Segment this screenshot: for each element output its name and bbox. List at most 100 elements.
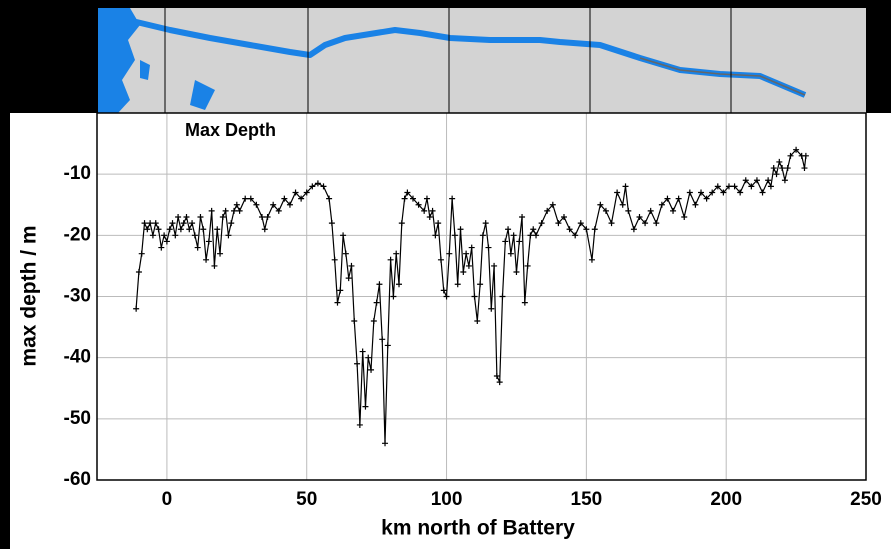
plot-frame [96, 112, 867, 481]
point-marker [675, 195, 682, 202]
point-marker [748, 183, 755, 190]
point-marker [742, 177, 749, 184]
x-tick-label: 150 [571, 489, 603, 510]
point-marker [560, 213, 567, 220]
map-land [98, 8, 866, 113]
y-axis-label: max depth / m [18, 225, 41, 366]
point-marker [630, 226, 637, 233]
point-marker [770, 165, 777, 172]
point-marker [653, 220, 660, 227]
point-marker [519, 213, 526, 220]
point-marker [231, 207, 238, 214]
point-marker [334, 299, 341, 306]
point-marker [502, 238, 509, 245]
point-marker [225, 232, 232, 239]
point-marker [261, 226, 268, 233]
point-marker [345, 275, 352, 282]
point-marker [354, 360, 361, 367]
point-marker [527, 232, 534, 239]
point-marker [189, 220, 196, 227]
point-marker [714, 183, 721, 190]
point-marker [725, 183, 732, 190]
x-tick-label: 100 [431, 489, 463, 510]
x-tick-label: 0 [162, 489, 173, 510]
point-marker [177, 226, 184, 233]
point-marker [217, 250, 224, 257]
point-marker [555, 220, 562, 227]
point-marker [477, 281, 484, 288]
point-marker [373, 299, 380, 306]
point-marker [507, 250, 514, 257]
point-marker [642, 220, 649, 227]
point-marker [446, 250, 453, 257]
point-marker [538, 220, 545, 227]
point-marker [435, 220, 442, 227]
point-marker [135, 269, 142, 276]
point-marker [203, 256, 210, 263]
y-tick-label: -10 [64, 163, 91, 184]
point-marker [468, 244, 475, 251]
point-marker [443, 293, 450, 300]
point-marker [530, 226, 537, 233]
point-marker [398, 220, 405, 227]
point-marker [351, 317, 358, 324]
point-marker [493, 373, 500, 380]
map-ocean [98, 8, 140, 113]
point-marker [242, 195, 249, 202]
point-marker [200, 226, 207, 233]
point-marker [275, 207, 282, 214]
point-marker [393, 250, 400, 257]
point-marker [331, 256, 338, 263]
point-marker [681, 213, 688, 220]
point-marker [281, 195, 288, 202]
point-marker [298, 195, 305, 202]
map-river-upper [639, 57, 806, 96]
point-marker [314, 180, 321, 187]
point-marker [572, 232, 579, 239]
point-marker [396, 281, 403, 288]
point-marker [194, 244, 201, 251]
point-marker [583, 226, 590, 233]
point-marker [320, 183, 327, 190]
point-marker [152, 220, 159, 227]
point-marker [286, 201, 293, 208]
point-marker [636, 213, 643, 220]
point-marker [147, 220, 154, 227]
point-marker [776, 158, 783, 165]
point-marker [337, 287, 344, 294]
point-marker [449, 195, 456, 202]
point-marker [172, 232, 179, 239]
point-marker [544, 207, 551, 214]
point-marker [423, 195, 430, 202]
y-tick-label: -50 [64, 408, 91, 429]
point-marker [348, 262, 355, 269]
point-marker [767, 183, 774, 190]
point-marker [779, 165, 786, 172]
point-marker [404, 189, 411, 196]
x-axis-label: km north of Battery [381, 517, 575, 540]
point-marker [429, 207, 436, 214]
point-marker [482, 220, 489, 227]
point-marker [510, 232, 517, 239]
y-tick-label: -20 [64, 224, 91, 245]
point-marker [264, 213, 271, 220]
point-marker [588, 256, 595, 263]
point-marker [499, 293, 506, 300]
point-marker [208, 207, 215, 214]
point-marker [359, 348, 366, 355]
point-marker [692, 201, 699, 208]
point-marker [460, 269, 467, 276]
point-marker [401, 195, 408, 202]
point-marker [340, 232, 347, 239]
point-marker [720, 189, 727, 196]
point-marker [622, 183, 629, 190]
point-marker [390, 293, 397, 300]
point-marker [180, 220, 187, 227]
point-marker [451, 232, 458, 239]
point-marker [197, 213, 204, 220]
point-marker [479, 232, 486, 239]
y-tick-label: -30 [64, 286, 91, 307]
point-marker [228, 220, 235, 227]
